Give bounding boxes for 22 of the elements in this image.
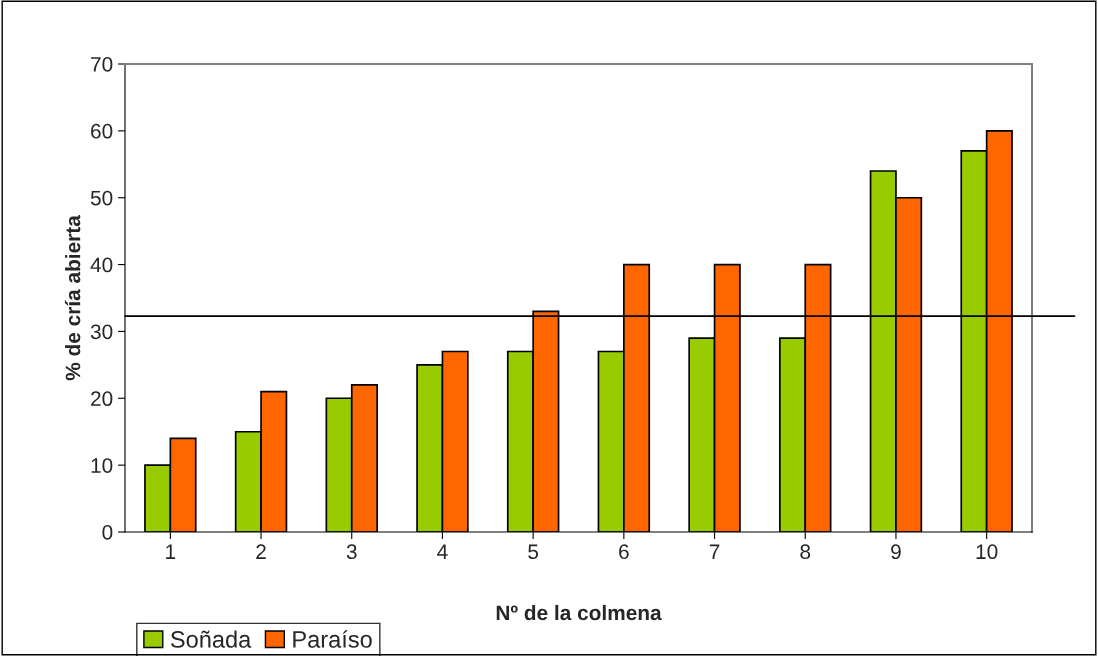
x-tick-label: 2 <box>256 544 266 559</box>
x-tick-label: 1 <box>166 544 176 559</box>
legend-label: Paraíso <box>293 630 372 648</box>
y-axis-title: % de cría abierta <box>64 215 81 381</box>
x-tick-label: 5 <box>528 544 539 560</box>
y-tick-label: 20 <box>91 391 113 407</box>
y-tick-label: 10 <box>91 458 113 473</box>
y-tick-label: 60 <box>91 123 113 139</box>
x-axis-title: Nº de la colmena <box>496 604 662 621</box>
y-tick-label: 40 <box>90 257 113 273</box>
y-tick-label: 50 <box>90 190 113 206</box>
x-tick-label: 7 <box>709 544 720 559</box>
x-tick-label: 10 <box>976 544 998 560</box>
x-tick-label: 8 <box>800 544 811 560</box>
x-tick-label: 9 <box>891 544 901 560</box>
legend-label: Soñada <box>170 630 252 648</box>
y-tick-label: 70 <box>91 57 113 72</box>
y-tick-label: 0 <box>102 525 113 540</box>
x-tick-label: 6 <box>619 544 629 560</box>
x-tick-label: 3 <box>346 544 357 560</box>
x-tick-label: 4 <box>437 544 448 559</box>
y-tick-label: 30 <box>90 324 113 340</box>
